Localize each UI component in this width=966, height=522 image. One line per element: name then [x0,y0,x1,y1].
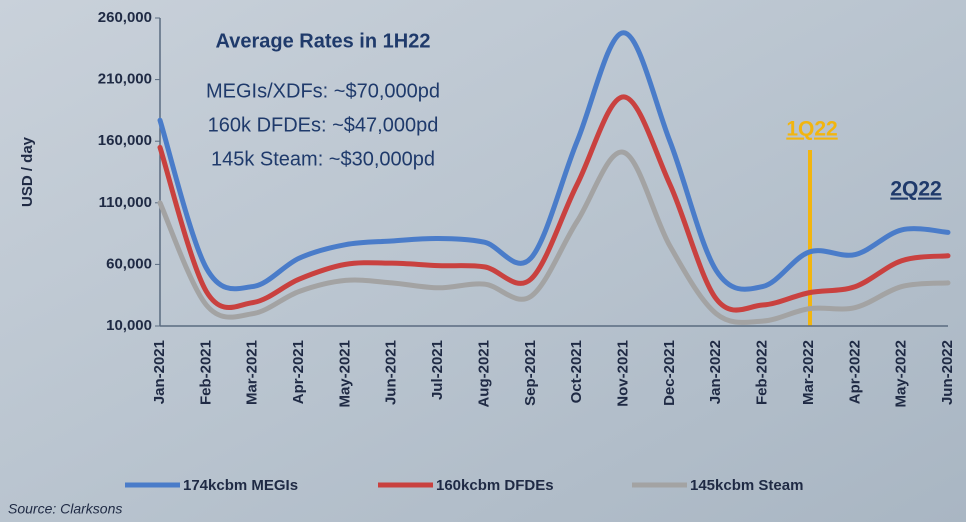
legend-label: 160kcbm DFDEs [436,477,554,494]
legend-label: 174kcbm MEGIs [183,477,298,494]
x-tick-label: Mar-2022 [800,340,817,405]
legend-label: 145kcbm Steam [690,477,803,494]
y-tick-label: 110,000 [99,194,152,211]
annotation: MEGIs/XDFs: ~$70,000pd [206,80,440,102]
x-tick-label: Jun-2021 [383,340,400,405]
y-tick-label: 60,000 [106,255,152,272]
x-tick-label: Nov-2021 [614,340,631,407]
x-tick-label: Mar-2021 [244,340,261,405]
x-tick-label: Feb-2021 [197,340,214,405]
annotation: 160k DFDEs: ~$47,000pd [208,114,439,136]
series-line [157,30,951,292]
annotation-2q22: 2Q22 [890,178,941,201]
x-tick-label: May-2022 [893,340,910,408]
x-tick-label: Apr-2022 [846,340,863,404]
annotation-1q22: 1Q22 [786,118,837,141]
y-tick-label: 160,000 [98,132,152,149]
annotation: 145k Steam: ~$30,000pd [211,148,435,170]
x-tick-label: Feb-2022 [754,340,771,405]
annotation-title: Average Rates in 1H22 [216,30,431,52]
y-axis-label: USD / day [19,136,36,207]
x-tick-label: Jan-2022 [707,340,724,404]
x-tick-label: Jul-2021 [429,340,446,400]
x-tick-label: Dec-2021 [661,340,678,406]
y-tick-label: 210,000 [98,71,152,88]
x-tick-label: Aug-2021 [475,340,492,408]
x-tick-label: Jun-2022 [939,340,956,405]
y-tick-label: 260,000 [98,9,152,26]
x-tick-label: Sep-2021 [522,340,539,406]
source: Source: Clarksons [8,501,122,517]
x-tick-label: Oct-2021 [568,340,585,403]
series-line [157,94,951,313]
x-tick-label: Jan-2021 [151,340,168,404]
x-tick-label: May-2021 [336,340,353,408]
y-tick-label: 10,000 [106,317,152,334]
series-line [157,149,951,325]
x-tick-label: Apr-2021 [290,340,307,404]
